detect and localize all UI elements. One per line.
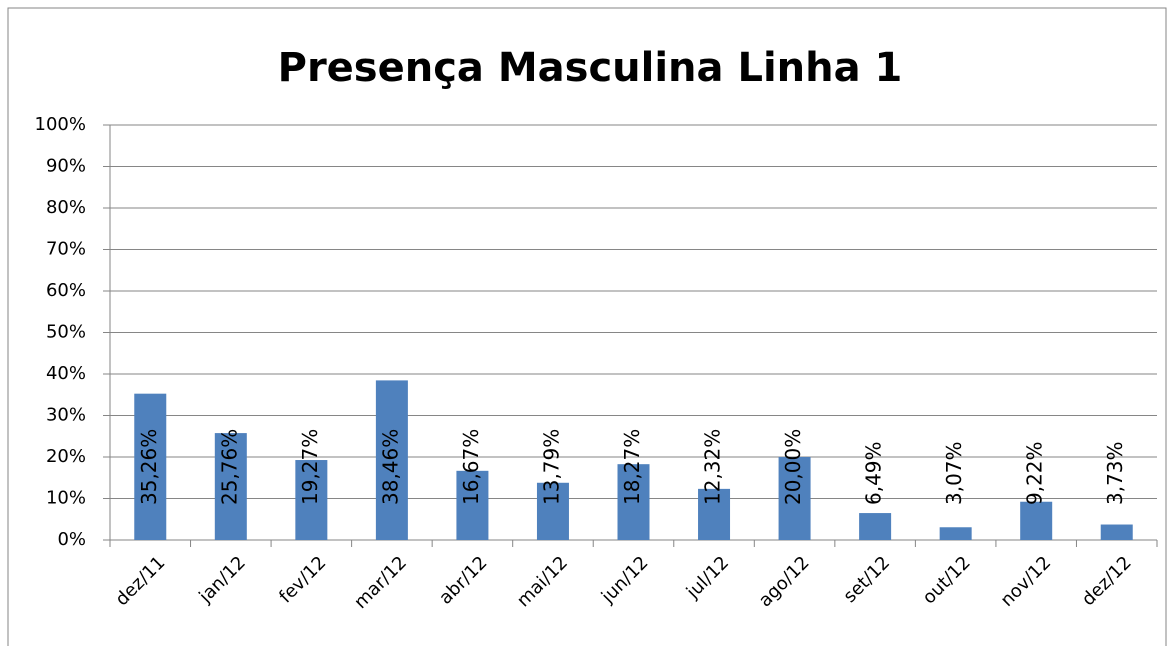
chart-frame	[7, 7, 1167, 646]
data-label: 12,32%	[701, 429, 725, 505]
bar	[456, 470, 489, 540]
bar	[1100, 524, 1133, 540]
bar	[859, 513, 892, 540]
y-tick-label: 90%	[46, 156, 86, 177]
bar	[617, 464, 650, 540]
data-label: 19,27%	[298, 429, 322, 505]
data-label: 18,27%	[620, 429, 644, 505]
bar	[536, 482, 569, 540]
x-tick-label: set/12	[839, 552, 894, 607]
bar	[939, 527, 972, 540]
x-tick-label: jul/12	[682, 552, 733, 603]
y-tick-label: 30%	[46, 405, 86, 426]
data-label: 35,26%	[137, 429, 161, 505]
data-label: 6,49%	[862, 441, 886, 505]
bar	[778, 457, 811, 540]
data-label: 3,73%	[1103, 441, 1127, 505]
data-label: 38,46%	[378, 429, 402, 505]
x-tick-label: jun/12	[597, 552, 653, 608]
data-label: 20,00%	[781, 429, 805, 505]
x-tick-label: abr/12	[435, 552, 491, 608]
x-tick-label: dez/11	[111, 552, 169, 610]
x-tick-label: jan/12	[194, 552, 249, 607]
x-tick-label: ago/12	[755, 552, 814, 611]
x-tick-label: mai/12	[513, 552, 572, 611]
data-label: 16,67%	[459, 429, 483, 505]
bar	[375, 380, 408, 540]
bar	[214, 433, 247, 540]
bar	[698, 488, 731, 540]
bar	[134, 393, 167, 540]
y-tick-label: 50%	[46, 322, 86, 343]
y-tick-label: 60%	[46, 280, 86, 301]
x-tick-label: dez/12	[1078, 552, 1136, 610]
x-tick-label: nov/12	[997, 552, 1056, 611]
data-label: 9,22%	[1023, 441, 1047, 505]
y-tick-label: 20%	[46, 446, 86, 467]
data-label: 25,76%	[217, 429, 241, 505]
chart-title: Presença Masculina Linha 1	[278, 45, 903, 91]
y-tick-label: 10%	[46, 488, 86, 509]
data-label: 3,07%	[942, 441, 966, 505]
bar	[1020, 501, 1053, 540]
x-tick-label: out/12	[919, 552, 975, 608]
x-tick-label: fev/12	[275, 552, 330, 607]
data-label: 13,79%	[539, 429, 563, 505]
y-tick-label: 70%	[46, 239, 86, 260]
y-tick-label: 80%	[46, 197, 86, 218]
y-tick-label: 100%	[35, 114, 86, 135]
y-tick-label: 0%	[57, 529, 86, 550]
y-tick-label: 40%	[46, 363, 86, 384]
bar	[295, 460, 328, 540]
x-tick-label: mar/12	[350, 552, 411, 613]
